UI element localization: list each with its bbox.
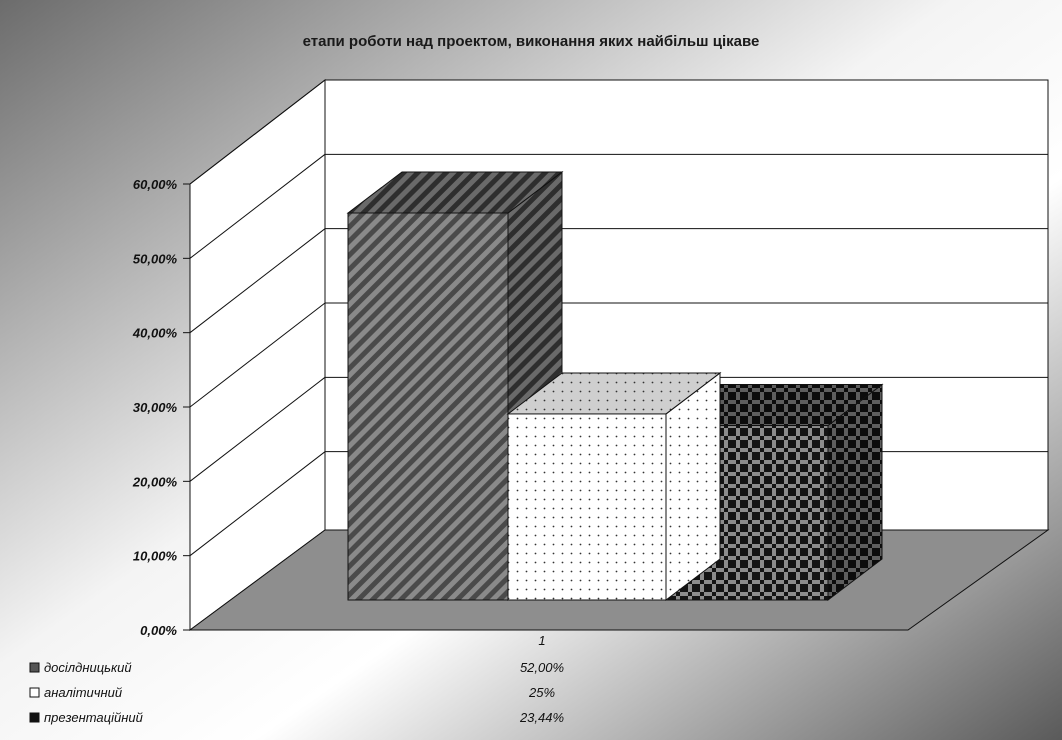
y-tick-label: 20,00% (132, 474, 178, 489)
data-label: 52,00% (520, 660, 564, 675)
chart-title: етапи роботи над проектом, виконання яки… (303, 33, 760, 50)
legend-swatch (29, 712, 40, 723)
gridline-side (189, 79, 326, 185)
legend-swatch (29, 662, 40, 673)
gridline-side (189, 153, 326, 259)
data-table: досілдницький 52,00% аналітичний 25% презент… (29, 660, 564, 725)
x-category-label: 1 (538, 633, 545, 648)
data-label: 25% (528, 685, 555, 700)
gridline-side (189, 228, 326, 334)
legend-label: досілдницький (44, 660, 132, 675)
data-label: 23,44% (519, 710, 564, 725)
y-tick-label: 50,00% (133, 251, 178, 266)
gridline-side (189, 302, 326, 408)
gridline-side (189, 376, 326, 482)
y-axis-ticks: 0,00% 10,00% 20,00% 30,00% 40,00% 50,00% 60,00… (132, 177, 190, 638)
y-tick-label: 40,00% (132, 326, 178, 341)
legend-label: презентаційний (44, 710, 143, 725)
y-tick-label: 0,00% (140, 623, 177, 638)
y-tick-label: 60,00% (133, 177, 178, 192)
gridline-side (189, 451, 326, 557)
bar-front (347, 212, 509, 601)
legend-label: аналітичний (44, 685, 122, 700)
bar-front (507, 413, 667, 601)
y-tick-label: 10,00% (133, 549, 178, 564)
bars (346, 170, 884, 602)
y-tick-label: 30,00% (133, 400, 178, 415)
legend-swatch (29, 687, 40, 698)
bar-2 (506, 371, 722, 602)
